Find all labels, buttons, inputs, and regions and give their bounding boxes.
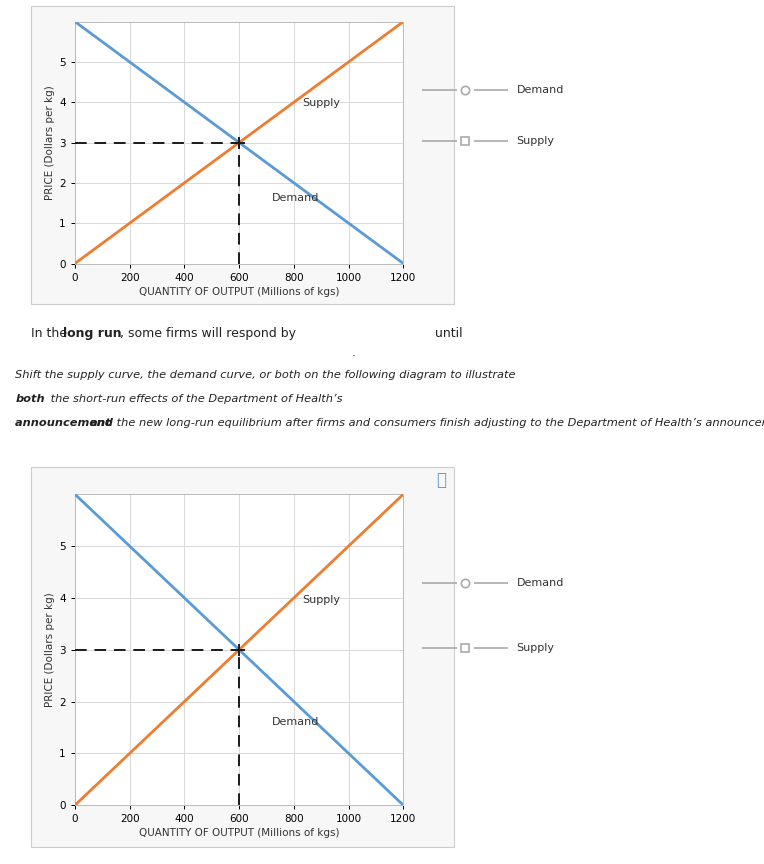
X-axis label: QUANTITY OF OUTPUT (Millions of kgs): QUANTITY OF OUTPUT (Millions of kgs): [139, 287, 339, 296]
Text: Demand: Demand: [272, 193, 319, 203]
Text: Supply: Supply: [302, 98, 340, 108]
Text: announcement: announcement: [15, 418, 115, 429]
Text: Shift the supply curve, the demand curve, or both on the following diagram to il: Shift the supply curve, the demand curve…: [15, 370, 520, 380]
X-axis label: QUANTITY OF OUTPUT (Millions of kgs): QUANTITY OF OUTPUT (Millions of kgs): [139, 829, 339, 838]
Y-axis label: PRICE (Dollars per kg): PRICE (Dollars per kg): [45, 86, 55, 200]
Text: Demand: Demand: [516, 86, 564, 95]
Polygon shape: [338, 357, 347, 368]
Text: the new long-run equilibrium after firms and consumers finish adjusting to the D: the new long-run equilibrium after firms…: [113, 418, 764, 429]
Text: Demand: Demand: [272, 717, 319, 727]
Text: Supply: Supply: [516, 137, 555, 146]
Text: Demand: Demand: [516, 577, 564, 588]
Text: Supply: Supply: [516, 643, 555, 653]
Text: Supply: Supply: [302, 595, 340, 605]
Polygon shape: [475, 331, 484, 342]
Text: the short-run effects of the Department of Health’s: the short-run effects of the Department …: [47, 394, 343, 404]
Y-axis label: PRICE (Dollars per kg): PRICE (Dollars per kg): [45, 593, 55, 707]
Text: and: and: [90, 418, 114, 429]
Text: until: until: [435, 327, 463, 340]
Text: , some firms will respond by: , some firms will respond by: [120, 327, 296, 340]
Text: both: both: [15, 394, 45, 404]
Text: long run: long run: [63, 327, 122, 340]
Text: .: .: [351, 346, 355, 359]
Text: In the: In the: [31, 327, 70, 340]
Text: ⓘ: ⓘ: [436, 471, 446, 489]
